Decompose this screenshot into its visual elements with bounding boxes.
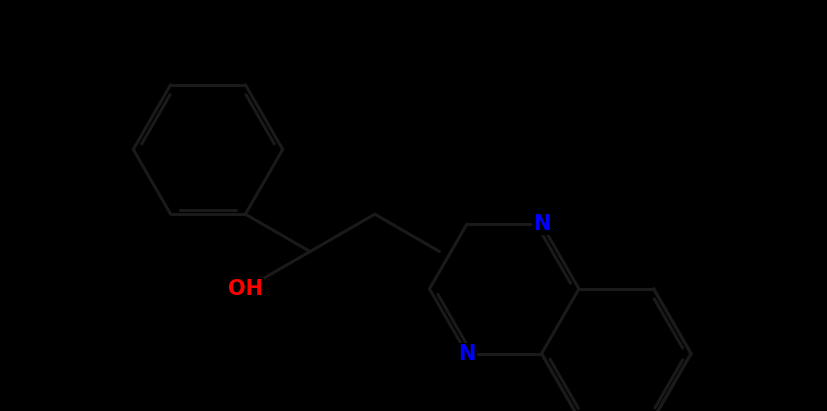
Text: OH: OH <box>228 279 263 299</box>
Text: N: N <box>533 214 550 234</box>
Text: N: N <box>458 344 476 364</box>
